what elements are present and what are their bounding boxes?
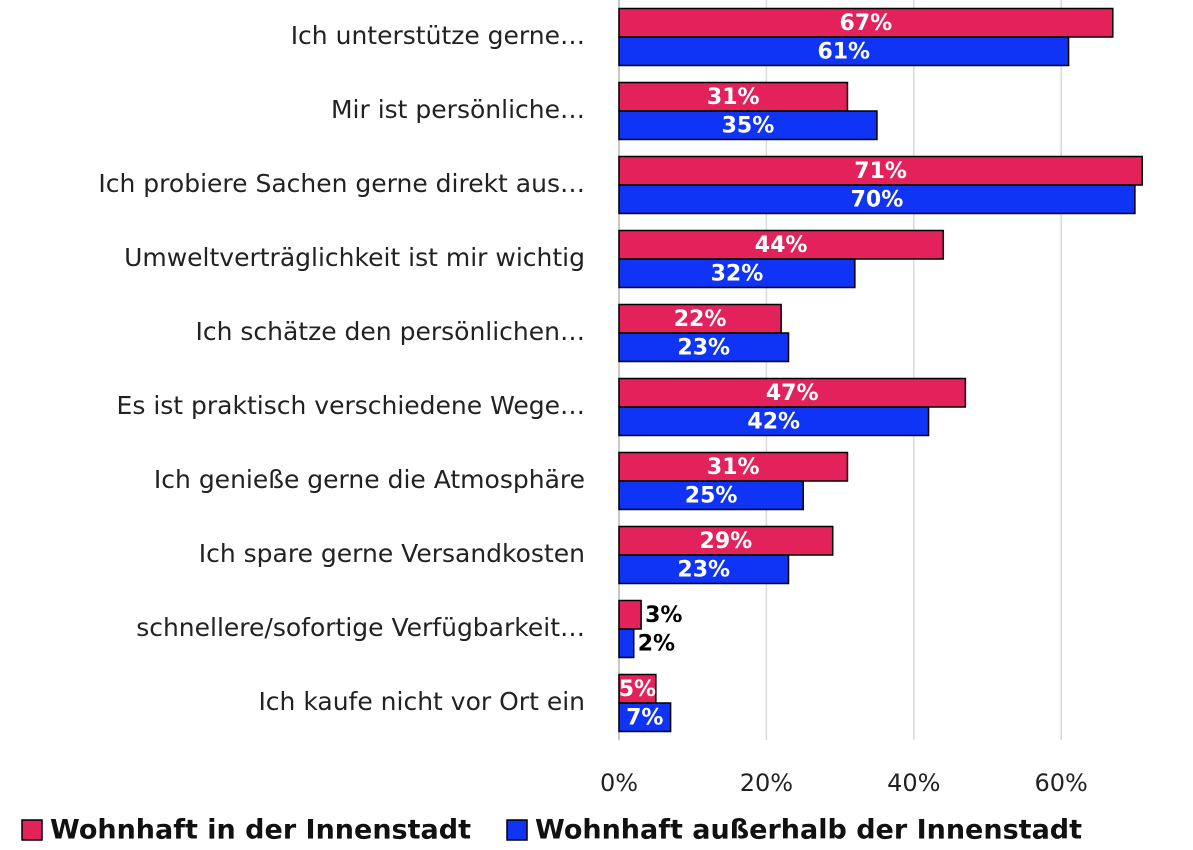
bar <box>618 258 856 289</box>
bar <box>618 303 782 334</box>
value-label: 67% <box>840 11 893 36</box>
value-label: 29% <box>700 529 753 554</box>
bar <box>618 673 657 704</box>
value-label: 31% <box>707 455 760 480</box>
bar <box>618 110 878 141</box>
value-label: 61% <box>817 39 870 64</box>
value-label: 7% <box>626 705 663 730</box>
value-label: 42% <box>747 409 800 434</box>
bar <box>618 7 1114 38</box>
bar <box>618 36 1070 67</box>
category-label: Ich unterstütze gerne… <box>291 21 585 50</box>
category-label: Ich schätze den persönlichen… <box>195 317 585 346</box>
legend-label: Wohnhaft außerhalb der Innenstadt <box>535 815 1082 846</box>
category-label: Mir ist persönliche… <box>331 95 585 124</box>
value-label: 35% <box>722 113 775 138</box>
value-label: 44% <box>755 233 808 258</box>
x-tick-label: 60% <box>1035 769 1088 797</box>
value-label: 2% <box>638 631 675 656</box>
bar <box>618 480 804 511</box>
category-label: Ich spare gerne Versandkosten <box>199 539 585 568</box>
value-label: 25% <box>685 483 738 508</box>
legend-swatch <box>21 819 43 841</box>
category-label: Ich genieße gerne die Atmosphäre <box>154 465 585 494</box>
bar <box>618 184 1136 215</box>
x-tick-label: 40% <box>887 769 940 797</box>
bar <box>618 554 790 585</box>
category-label: schnellere/sofortige Verfügbarkeit… <box>136 613 585 642</box>
bar <box>618 599 642 630</box>
bar <box>618 702 672 733</box>
value-label: 23% <box>677 335 730 360</box>
value-label: 47% <box>766 381 819 406</box>
category-label: Ich kaufe nicht vor Ort ein <box>258 687 585 716</box>
x-tick-label: 20% <box>740 769 793 797</box>
bar <box>618 155 1144 186</box>
value-label: 22% <box>674 307 727 332</box>
value-label: 5% <box>619 677 656 702</box>
bar <box>618 628 635 659</box>
x-tick-label: 0% <box>600 769 638 797</box>
value-label: 23% <box>677 557 730 582</box>
value-label: 71% <box>854 159 907 184</box>
bar <box>618 229 945 260</box>
bar <box>618 406 930 437</box>
value-label: 3% <box>645 603 682 628</box>
category-label: Umweltverträglichkeit ist mir wichtig <box>124 243 585 272</box>
bar <box>618 332 790 363</box>
value-label: 32% <box>711 261 764 286</box>
category-label: Es ist praktisch verschiedene Wege… <box>117 391 585 420</box>
value-label: 70% <box>851 187 904 212</box>
legend-swatch <box>506 819 528 841</box>
bar <box>618 525 834 556</box>
bar <box>618 81 849 112</box>
value-label: 31% <box>707 85 760 110</box>
bar <box>618 377 967 408</box>
legend-label: Wohnhaft in der Innenstadt <box>50 815 471 846</box>
category-label: Ich probiere Sachen gerne direkt aus… <box>98 169 585 198</box>
bar <box>618 451 849 482</box>
